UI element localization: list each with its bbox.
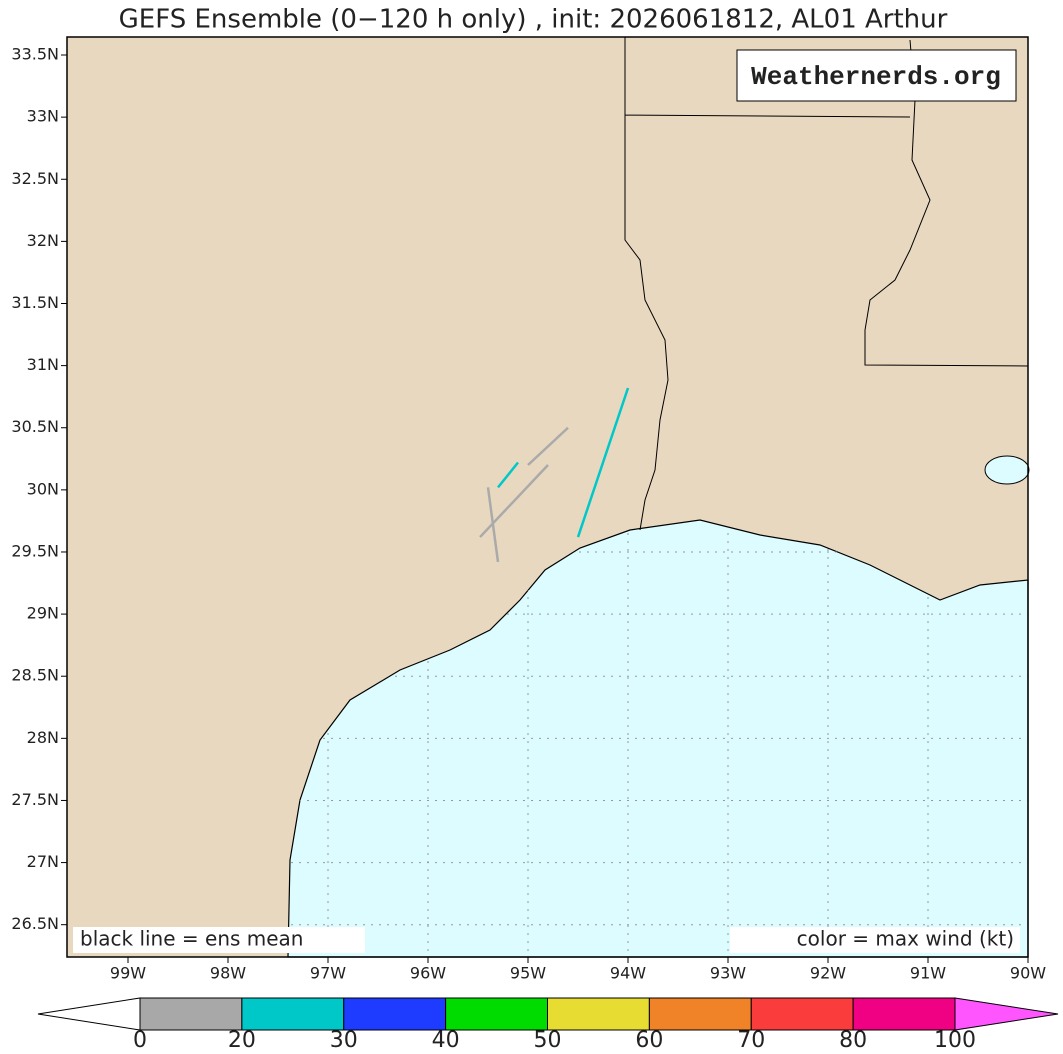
lat-tick-label: 33.5N — [11, 45, 59, 64]
lon-tick-label: 90W — [1010, 964, 1046, 983]
lon-tick-label: 99W — [110, 964, 146, 983]
storm-track — [479, 464, 549, 538]
storm-track — [497, 461, 519, 489]
lat-tick-label: 30N — [27, 479, 59, 498]
colorbar-box — [547, 997, 650, 1031]
colorbar-label: 40 — [432, 1028, 460, 1053]
annotation-box — [730, 927, 1020, 953]
colorbar-label: 50 — [534, 1028, 562, 1053]
lon-tick-label: 94W — [610, 964, 646, 983]
lon-tick-label: 98W — [210, 964, 246, 983]
lat-tick-label: 31N — [27, 355, 59, 374]
lat-tick-label: 29.5N — [11, 541, 59, 560]
annotation-box — [73, 927, 365, 953]
colorbar-label: 0 — [133, 1028, 147, 1053]
storm-track — [486, 487, 500, 563]
colorbar-label: 80 — [839, 1028, 867, 1053]
lat-tick-label: 28.5N — [11, 666, 59, 685]
lat-tick-label: 26.5N — [11, 914, 59, 933]
watermark-box — [736, 49, 1017, 102]
colorbar-box — [139, 997, 243, 1031]
lake — [984, 455, 1030, 485]
annotation: black line = ens mean — [80, 927, 304, 951]
lat-tick-label: 28N — [27, 728, 59, 747]
colorbar-label: 60 — [635, 1028, 663, 1053]
storm-track — [527, 426, 569, 466]
colorbar-box — [648, 997, 752, 1031]
lat-tick-label: 27N — [27, 852, 59, 871]
ocean — [287, 519, 1029, 958]
colorbar-box — [852, 997, 956, 1031]
colorbar-box — [750, 997, 854, 1031]
colorbar-label: 30 — [330, 1028, 358, 1053]
lat-tick-label: 33N — [27, 107, 59, 126]
colorbar-label: 70 — [737, 1028, 765, 1053]
lat-tick-label: 27.5N — [11, 790, 59, 809]
lat-tick-label: 32N — [27, 231, 59, 250]
lon-tick-label: 96W — [410, 964, 446, 983]
lat-tick-label: 30.5N — [11, 417, 59, 436]
state-borders — [624, 37, 1029, 531]
colorbar-label: 20 — [228, 1028, 256, 1053]
colorbar-box — [343, 997, 447, 1031]
lat-tick-label: 31.5N — [11, 293, 59, 312]
lon-tick-label: 91W — [910, 964, 946, 983]
title: GEFS Ensemble (0−120 h only) , init: 202… — [119, 5, 948, 35]
lat-tick-label: 29N — [27, 604, 59, 623]
lon-tick-label: 93W — [710, 964, 746, 983]
colorbar-label: 100 — [934, 1028, 976, 1053]
storm-track — [576, 387, 630, 538]
annotation: color = max wind (kt) — [797, 927, 1014, 951]
colorbar-box — [241, 997, 345, 1031]
colorbar-over — [954, 997, 1059, 1031]
map-frame — [66, 36, 1029, 958]
watermark: Weathernerds.org — [751, 62, 1001, 92]
colorbar-under — [37, 997, 141, 1031]
colorbar-box — [445, 997, 548, 1031]
lat-tick-label: 32.5N — [11, 169, 59, 188]
lon-tick-label: 92W — [810, 964, 846, 983]
lon-tick-label: 97W — [310, 964, 346, 983]
lon-tick-label: 95W — [510, 964, 546, 983]
